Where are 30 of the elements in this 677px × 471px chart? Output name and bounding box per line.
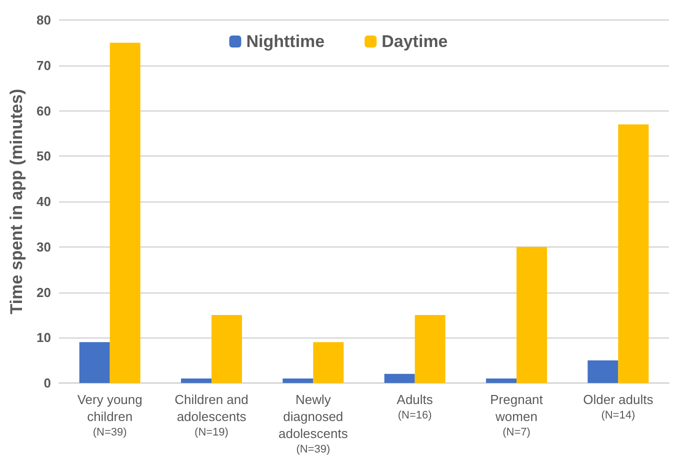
bar xyxy=(181,378,212,383)
y-tick-label: 20 xyxy=(36,284,51,300)
y-tick-label: 40 xyxy=(36,194,51,209)
bar xyxy=(313,342,344,383)
x-tick-label: Newly diagnosed adolescents (N=39) xyxy=(278,392,348,456)
bar xyxy=(588,360,618,383)
y-tick-label: 80 xyxy=(36,12,51,28)
legend-label: Nighttime xyxy=(246,32,325,51)
x-tick-label: Pregnant women (N=7) xyxy=(490,392,544,438)
y-tick-label: 10 xyxy=(36,330,51,346)
x-tick-label: Very young children (N=39) xyxy=(77,392,142,438)
bar xyxy=(384,374,415,383)
bar xyxy=(79,342,110,383)
bar xyxy=(212,314,242,383)
legend-label: Daytime xyxy=(382,32,448,51)
bar xyxy=(618,124,649,383)
bar xyxy=(110,42,140,383)
y-tick-label: 60 xyxy=(36,103,51,118)
bar xyxy=(486,378,516,383)
x-tick-label: Older adults (N=14) xyxy=(583,392,654,422)
x-tick-label: Adults (N=16) xyxy=(396,392,434,422)
y-tick-label: 30 xyxy=(36,239,51,254)
bar xyxy=(414,314,446,383)
bar xyxy=(282,378,314,383)
bar xyxy=(516,246,547,383)
x-tick-label: Children and adolescents (N=19) xyxy=(174,392,248,438)
y-tick-label: 0 xyxy=(44,376,51,390)
y-axis-title: Time spent in app (minutes) xyxy=(7,88,26,314)
y-tick-label: 50 xyxy=(36,148,51,164)
y-tick-label: 70 xyxy=(36,58,51,73)
